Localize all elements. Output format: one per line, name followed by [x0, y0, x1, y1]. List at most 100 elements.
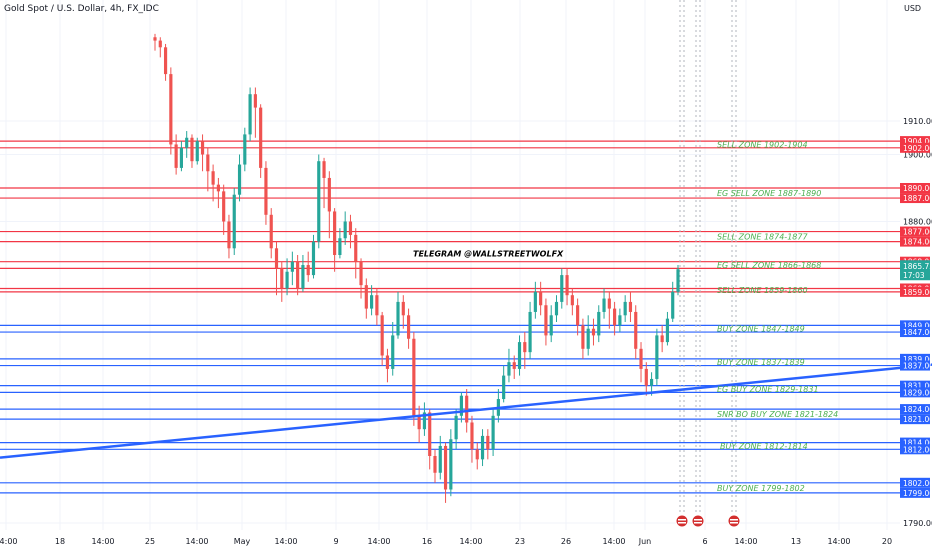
time-tick-label: 14:00	[827, 537, 850, 546]
time-tick-label: 14:00	[367, 537, 390, 546]
time-tick-label: 13	[791, 537, 801, 546]
price-level-badge	[900, 380, 930, 391]
telegram-annotation: TELEGRAM @WALLSTREETWOLFX	[413, 250, 564, 259]
candle-body	[412, 338, 416, 416]
candle-body	[586, 328, 590, 349]
candle-body	[560, 275, 564, 302]
zone-label: SELL ZONE 1874-1877	[717, 233, 808, 242]
candle-body	[200, 141, 205, 155]
candle-countdown: 17:03	[903, 271, 925, 280]
candle-body	[206, 154, 210, 172]
zone-labels: TELEGRAM @WALLSTREETWOLFX SELL ZONE 1902-…	[413, 140, 838, 492]
candle-body	[385, 355, 390, 369]
candle-body	[253, 94, 257, 108]
price-level-label: 1849.00	[903, 321, 932, 330]
us-flag-icon	[678, 522, 686, 524]
candle-body	[163, 47, 168, 75]
price-tick-label: 1910.00	[903, 117, 932, 126]
price-level-badge	[900, 444, 930, 455]
candle-body	[570, 295, 574, 306]
candle-body	[306, 265, 310, 276]
time-tick-label: 18	[55, 537, 65, 546]
candle-body	[370, 295, 374, 309]
time-tick-label: 25	[145, 537, 155, 546]
price-level-label: 1847.00	[903, 328, 932, 337]
candle-body	[195, 141, 199, 162]
candle-body	[227, 221, 231, 249]
candle-body	[232, 194, 236, 249]
candle-body	[438, 445, 442, 473]
zone-label: BUY ZONE 1812-1814	[720, 442, 808, 451]
time-tick-label: 6	[702, 537, 707, 546]
zone-label: SNR BO BUY ZONE 1821-1824	[717, 410, 838, 419]
candle-body	[406, 315, 411, 339]
price-level-badge	[900, 183, 930, 193]
price-level-badge	[900, 353, 930, 364]
candle-body	[528, 311, 532, 353]
candle-body	[174, 144, 178, 168]
us-flag-icon	[675, 514, 689, 528]
price-level-badge	[900, 136, 930, 147]
candle-body	[401, 301, 405, 316]
candle-body	[650, 378, 654, 386]
candle-body	[169, 74, 173, 145]
candle-body	[354, 234, 358, 262]
candle-body	[491, 415, 495, 450]
price-level-badge	[900, 487, 930, 498]
candle-body	[507, 362, 511, 376]
time-tick-label: 9	[333, 537, 338, 546]
candle-body	[565, 275, 569, 296]
candle-body	[533, 291, 537, 312]
time-tick-label: 26	[561, 537, 571, 546]
candle-body	[422, 412, 427, 430]
time-axis[interactable]: 14:00 18 14:00 25 14:00 May 14:00 9 14:00 16 14:00…	[0, 537, 892, 546]
candle-body	[285, 271, 289, 289]
candle-body	[581, 325, 585, 349]
candle-body	[190, 137, 194, 162]
price-level-label: 1902.00	[903, 144, 932, 153]
trendline-group[interactable]	[0, 363, 932, 459]
price-level-label: 1814.00	[903, 439, 932, 448]
candle-body	[486, 435, 490, 450]
price-level-badge	[900, 404, 930, 415]
candle-body	[333, 211, 337, 255]
price-level-badge	[900, 320, 930, 331]
candle-body	[602, 298, 606, 312]
price-level-badge	[900, 286, 930, 297]
candle-body	[280, 268, 284, 289]
price-level-label: 1837.00	[903, 362, 932, 371]
zone-label: BUY ZONE 1799-1802	[717, 484, 805, 493]
time-tick-label: 14:00	[0, 537, 18, 546]
candle-body	[480, 435, 485, 460]
price-level-badge	[900, 236, 930, 247]
candle-body	[449, 439, 453, 490]
us-flag-icon	[678, 519, 686, 521]
price-level-label: 1887.00	[903, 194, 932, 203]
time-tick-label: 14:00	[602, 537, 625, 546]
symbol-title: Gold Spot / U.S. Dollar, 4h, FX_IDC	[4, 4, 159, 14]
price-level-label: 1874.00	[903, 238, 932, 247]
time-tick-label: 20	[882, 537, 892, 546]
price-axis[interactable]: 1790.00 1880.00 1900.00 1910.00 1904.001902.…	[900, 117, 932, 528]
price-level-label: 1824.00	[903, 405, 932, 414]
candle-body	[597, 311, 601, 336]
candle-body	[222, 191, 226, 222]
price-tick-label: 1790.00	[903, 519, 932, 528]
price-tick-label: 1900.00	[903, 151, 932, 160]
time-tick-label: 16	[422, 537, 432, 546]
candle-body	[644, 368, 648, 386]
candle-body	[327, 177, 331, 212]
us-flag-icon	[694, 522, 702, 524]
candle-body	[459, 395, 463, 416]
candle-body	[359, 261, 363, 286]
price-level-badge	[900, 193, 930, 204]
ascending-trendline[interactable]	[0, 363, 932, 459]
candle-body	[237, 164, 242, 195]
zone-label: BUY ZONE 1837-1839	[717, 358, 805, 367]
price-level-badge	[900, 142, 930, 153]
grid-lines	[0, 0, 900, 530]
candle-body	[544, 305, 548, 336]
candle-body	[554, 301, 559, 316]
